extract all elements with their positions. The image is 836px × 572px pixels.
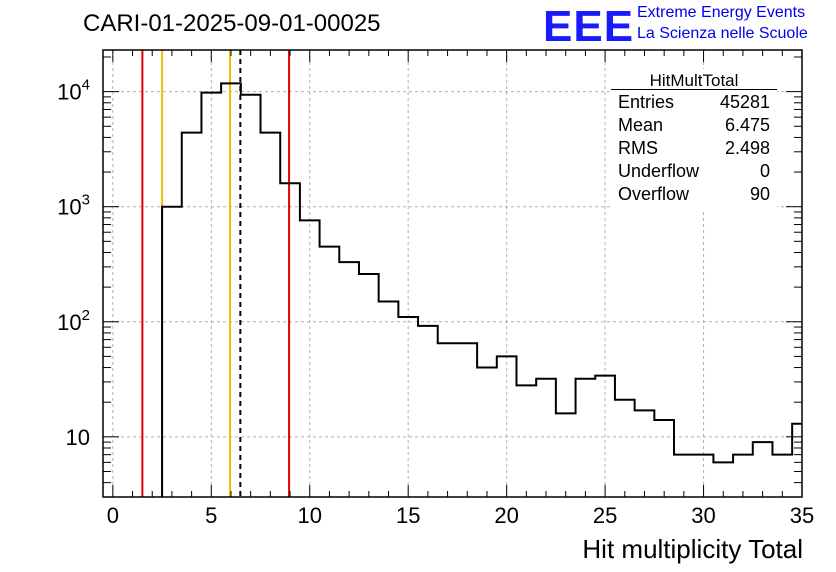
stats-value: 6.475 (724, 115, 770, 135)
histogram-bin (241, 95, 261, 497)
x-tick-label: 20 (494, 503, 518, 528)
histogram-bin (418, 326, 438, 497)
y-tick-exponent: 2 (82, 307, 90, 324)
x-tick-label: 15 (396, 503, 420, 528)
logo-subtitle-1: Extreme Energy Events (637, 4, 806, 21)
y-tick-labels: 10 102 103 104 (57, 77, 90, 450)
chart-title: CARI-01-2025-09-01-00025 (83, 10, 381, 37)
histogram-bin (457, 343, 477, 497)
histogram-outline (161, 82, 802, 497)
x-tick-label: 0 (107, 503, 119, 528)
histogram-bin (497, 356, 517, 497)
histogram-bin (320, 247, 340, 497)
y-tick-label: 10 (66, 425, 90, 450)
histogram-bin (379, 302, 399, 497)
x-tick-label: 35 (790, 503, 814, 528)
eee-logo: EEE (543, 2, 635, 51)
y-tick-exponent: 3 (82, 192, 90, 209)
stats-value: 2.498 (724, 138, 770, 158)
stats-value: 90 (749, 184, 770, 204)
stats-row-underflow: Underflow 0 (618, 161, 770, 183)
histogram-bin (477, 368, 497, 497)
x-tick-label: 30 (691, 503, 715, 528)
histogram-bin (201, 93, 221, 497)
histogram-bin (182, 133, 202, 497)
y-tick-label: 104 (57, 77, 90, 105)
logo-subtitle-2: La Scienza nelle Scuole (637, 25, 808, 42)
histogram-bin (339, 262, 359, 497)
histogram-bin (556, 413, 576, 497)
stats-box: HitMultTotal Entries 45281 Mean 6.475 RM… (611, 69, 777, 209)
histogram-bin (221, 83, 241, 497)
histogram-bin (615, 400, 635, 497)
y-tick-exponent: 4 (82, 77, 90, 94)
histogram-bin (261, 133, 281, 497)
histogram-bin (398, 317, 418, 497)
stats-row-rms: RMS 2.498 (618, 138, 770, 160)
x-tick-label: 25 (593, 503, 617, 528)
stats-label: RMS (618, 138, 658, 158)
stats-label: Entries (618, 92, 675, 112)
stats-row-mean: Mean 6.475 (618, 115, 770, 137)
histogram-bin (595, 376, 615, 497)
histogram-bin (516, 385, 536, 497)
y-tick-label: 102 (57, 307, 90, 335)
grid-lines (103, 50, 803, 497)
stats-label: Mean (618, 115, 664, 135)
x-axis-label: Hit multiplicity Total (582, 534, 803, 564)
plot-frame (102, 49, 803, 498)
histogram-bin (733, 455, 753, 497)
x-tick-label: 10 (298, 503, 322, 528)
x-tick-labels: 0 5 10 15 20 25 30 35 (107, 503, 815, 528)
stats-value: 0 (759, 161, 770, 181)
histogram-bin (654, 420, 674, 497)
stats-label: Underflow (618, 161, 700, 181)
histogram-bin (674, 455, 694, 497)
stats-value: 45281 (719, 92, 770, 112)
stats-box-title: HitMultTotal (649, 71, 739, 90)
y-tick-label: 103 (57, 192, 90, 220)
stats-row-entries: Entries 45281 (618, 92, 770, 114)
histogram-bin (280, 183, 300, 497)
histogram-bin (635, 410, 655, 497)
histogram-bin (536, 379, 556, 497)
axis-ticks (103, 50, 803, 498)
stats-row-overflow: Overflow 90 (618, 184, 770, 206)
histogram-bin (753, 442, 773, 497)
stats-box-divider (611, 89, 777, 90)
histogram-bin (162, 207, 182, 497)
histogram-bin (576, 379, 596, 497)
stats-label: Overflow (618, 184, 690, 204)
histogram-bin (300, 220, 320, 497)
x-tick-label: 5 (205, 503, 217, 528)
histogram-bin (359, 274, 379, 497)
histogram-bin (772, 455, 792, 497)
histogram-bin (438, 343, 458, 497)
histogram-bin (792, 424, 802, 497)
